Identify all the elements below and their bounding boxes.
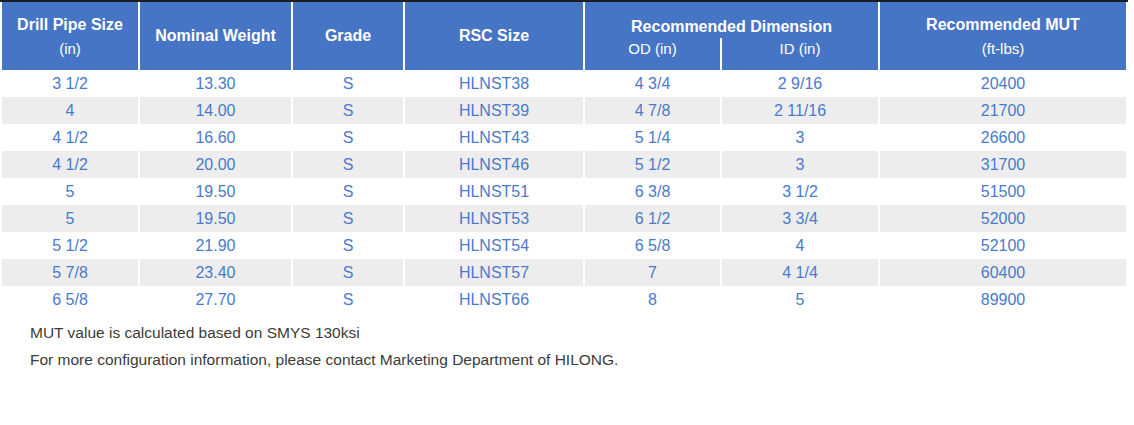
table-cell: 51500 xyxy=(880,178,1126,205)
table-cell: HLNST38 xyxy=(405,70,583,97)
table-cell: 6 5/8 xyxy=(2,286,138,313)
table-cell: S xyxy=(293,70,403,97)
note-smys: MUT value is calculated based on SMYS 13… xyxy=(30,319,1134,346)
header-recommended-dimension: Recommended Dimension xyxy=(585,2,878,38)
table-cell: 5 1/4 xyxy=(585,124,720,151)
table-cell: HLNST57 xyxy=(405,259,583,286)
table-cell: S xyxy=(293,205,403,232)
table-cell: 14.00 xyxy=(140,97,291,124)
table-cell: 21700 xyxy=(880,97,1126,124)
table-cell: 52000 xyxy=(880,205,1126,232)
header-id: ID (in) xyxy=(722,38,878,70)
table-row: 5 1/221.90SHLNST546 5/8452100 xyxy=(2,232,1126,259)
note-contact: For more configuration information, plea… xyxy=(30,346,1134,373)
table-cell: 16.60 xyxy=(140,124,291,151)
table-cell: 3 1/2 xyxy=(722,178,878,205)
header-nominal-weight: Nominal Weight xyxy=(140,2,291,70)
drill-pipe-spec-table: Drill Pipe Size (in) Nominal Weight Grad… xyxy=(0,0,1128,313)
table-cell: 31700 xyxy=(880,151,1126,178)
table-cell: HLNST39 xyxy=(405,97,583,124)
header-grade: Grade xyxy=(293,2,403,70)
table-cell: 26600 xyxy=(880,124,1126,151)
table-cell: 4 3/4 xyxy=(585,70,720,97)
table-cell: HLNST54 xyxy=(405,232,583,259)
table-cell: 89900 xyxy=(880,286,1126,313)
table-cell: S xyxy=(293,124,403,151)
table-cell: 13.30 xyxy=(140,70,291,97)
table-cell: 6 3/8 xyxy=(585,178,720,205)
table-row: 5 7/823.40SHLNST5774 1/460400 xyxy=(2,259,1126,286)
table-header: Drill Pipe Size (in) Nominal Weight Grad… xyxy=(2,2,1126,70)
table-cell: 52100 xyxy=(880,232,1126,259)
table-cell: 6 5/8 xyxy=(585,232,720,259)
table-cell: 3 3/4 xyxy=(722,205,878,232)
table-row: 3 1/213.30SHLNST384 3/42 9/1620400 xyxy=(2,70,1126,97)
table-body: 3 1/213.30SHLNST384 3/42 9/1620400414.00… xyxy=(2,70,1126,313)
table-cell: 4 1/2 xyxy=(2,151,138,178)
table-cell: 2 11/16 xyxy=(722,97,878,124)
table-cell: S xyxy=(293,286,403,313)
header-od: OD (in) xyxy=(585,38,720,70)
table-cell: HLNST53 xyxy=(405,205,583,232)
header-drill-pipe-size: Drill Pipe Size (in) xyxy=(2,2,138,70)
table-cell: 4 1/4 xyxy=(722,259,878,286)
table-cell: 19.50 xyxy=(140,178,291,205)
table-cell: 60400 xyxy=(880,259,1126,286)
table-cell: HLNST51 xyxy=(405,178,583,205)
table-cell: 5 xyxy=(2,178,138,205)
footnotes: MUT value is calculated based on SMYS 13… xyxy=(30,319,1134,373)
table-cell: 3 xyxy=(722,151,878,178)
table-cell: S xyxy=(293,178,403,205)
table-cell: 5 7/8 xyxy=(2,259,138,286)
table-cell: 4 1/2 xyxy=(2,124,138,151)
table-cell: 20.00 xyxy=(140,151,291,178)
table-row: 6 5/827.70SHLNST668589900 xyxy=(2,286,1126,313)
table-cell: 23.40 xyxy=(140,259,291,286)
table-row: 414.00SHLNST394 7/82 11/1621700 xyxy=(2,97,1126,124)
header-rsc-size: RSC Size xyxy=(405,2,583,70)
header-recommended-mut-label: Recommended MUT xyxy=(880,7,1126,35)
table-row: 4 1/220.00SHLNST465 1/2331700 xyxy=(2,151,1126,178)
table-cell: 5 xyxy=(722,286,878,313)
header-recommended-mut-unit: (ft-lbs) xyxy=(880,35,1126,65)
table-row: 519.50SHLNST516 3/83 1/251500 xyxy=(2,178,1126,205)
table-cell: 21.90 xyxy=(140,232,291,259)
table-cell: 5 1/2 xyxy=(585,151,720,178)
table-cell: S xyxy=(293,97,403,124)
page: Drill Pipe Size (in) Nominal Weight Grad… xyxy=(0,0,1134,425)
table-cell: 8 xyxy=(585,286,720,313)
table-cell: 27.70 xyxy=(140,286,291,313)
table-cell: 4 xyxy=(2,97,138,124)
header-drill-pipe-size-label: Drill Pipe Size xyxy=(2,7,138,35)
table-cell: HLNST66 xyxy=(405,286,583,313)
table-row: 519.50SHLNST536 1/23 3/452000 xyxy=(2,205,1126,232)
table-cell: HLNST43 xyxy=(405,124,583,151)
table-cell: 5 xyxy=(2,205,138,232)
header-drill-pipe-size-unit: (in) xyxy=(2,35,138,65)
table-row: 4 1/216.60SHLNST435 1/4326600 xyxy=(2,124,1126,151)
table-cell: 19.50 xyxy=(140,205,291,232)
table-cell: 4 7/8 xyxy=(585,97,720,124)
table-cell: 7 xyxy=(585,259,720,286)
table-cell: 4 xyxy=(722,232,878,259)
table-cell: 3 1/2 xyxy=(2,70,138,97)
header-recommended-mut: Recommended MUT (ft-lbs) xyxy=(880,2,1126,70)
table-cell: 2 9/16 xyxy=(722,70,878,97)
table-cell: S xyxy=(293,232,403,259)
table-cell: 3 xyxy=(722,124,878,151)
table-cell: S xyxy=(293,259,403,286)
table-cell: 5 1/2 xyxy=(2,232,138,259)
table-cell: 20400 xyxy=(880,70,1126,97)
table-cell: 6 1/2 xyxy=(585,205,720,232)
table-cell: S xyxy=(293,151,403,178)
table-cell: HLNST46 xyxy=(405,151,583,178)
